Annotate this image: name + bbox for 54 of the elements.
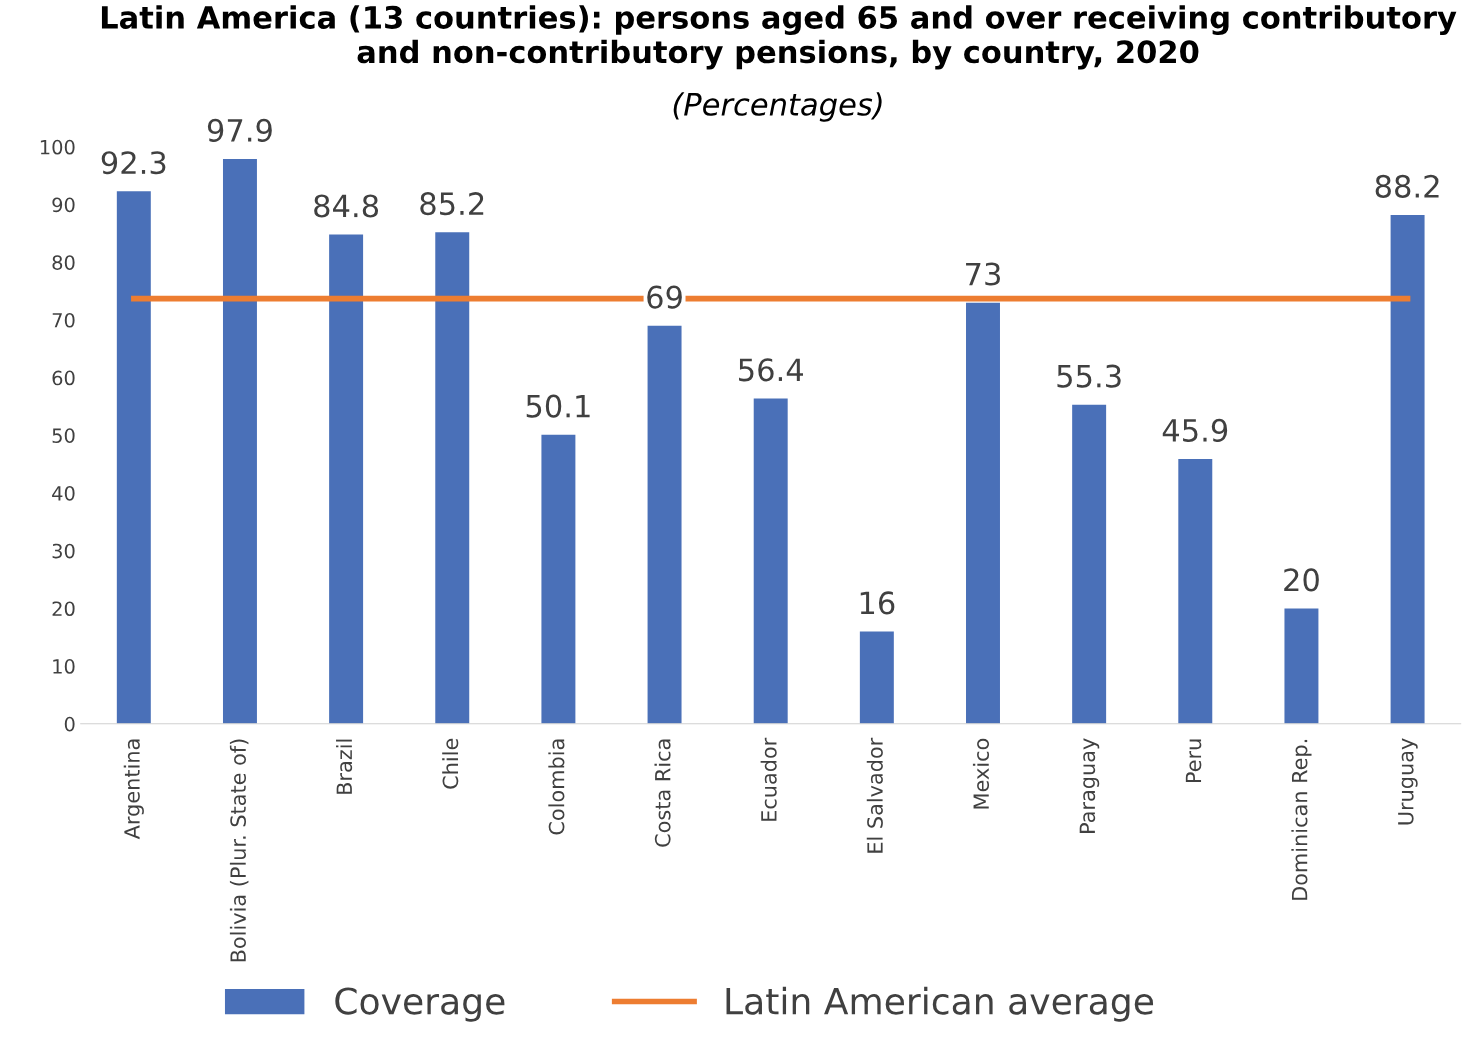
chart-title: Latin America (13 countries): persons aged 65 and over receiving contributory and non-contributory pensions, by country, 2020 [101,5,1457,70]
x-tick-label: Brazil [336,739,353,794]
y-tick-label: 100 [40,139,75,155]
x-tick-label: Uruguay [1398,738,1418,825]
data-label: 88.2 [1375,174,1439,198]
bar [435,232,470,724]
bar [541,434,576,724]
y-tick-label: 20 [52,601,75,617]
x-tick-label: Mexico [972,738,990,809]
bar [1072,404,1107,724]
x-tick-label: Dominican Rep. [1291,739,1312,900]
data-label: 56.4 [739,358,803,382]
bar [329,234,364,724]
data-label: 97.9 [207,118,272,142]
bar [222,158,257,724]
x-tick-label: Argentina [123,739,144,840]
y-tick-label: 60 [52,370,75,386]
bar [1178,458,1213,724]
x-tick-label: Colombia [548,739,565,835]
y-tick-label: 90 [52,197,75,213]
bar [966,302,1000,724]
legend-label: Latin American average [726,986,1154,1022]
data-label: 84.8 [314,194,379,218]
legend-label: Coverage [335,987,505,1022]
x-tick-label: El Salvador [866,737,883,853]
bar [1284,608,1319,724]
data-label: 92.3 [101,151,166,175]
data-label: 16 [860,591,895,615]
x-tick-label: Paraguay [1079,738,1100,833]
bar [1390,214,1425,724]
data-label: 85.2 [420,192,484,216]
y-tick-label: 10 [53,659,75,674]
data-label: 55.3 [1057,364,1121,388]
x-tick-label: Bolivia (Plur. State of) [229,739,249,962]
y-tick-label: 80 [52,255,75,270]
y-tick-label: 50 [52,428,75,443]
x-tick-label: Ecuador [760,737,777,821]
data-label: 73 [966,262,1000,286]
y-tick-label: 70 [52,312,75,328]
x-tick-label: Costa Rica [654,739,671,847]
bar [859,631,894,724]
bar [647,325,682,724]
x-tick-label: Peru [1185,739,1202,783]
data-label: 50.1 [526,394,590,418]
data-label: 69 [647,285,682,309]
data-label: 20 [1284,568,1319,592]
x-tick-label: Chile [442,738,459,789]
y-tick-label: 30 [52,543,75,559]
y-tick-label: 40 [52,485,75,501]
y-tick-label: 0 [64,716,75,732]
bar [753,398,788,724]
bar [116,191,151,724]
data-label: 45.9 [1162,418,1228,442]
chart-subtitle: (Percentages) [673,92,882,122]
